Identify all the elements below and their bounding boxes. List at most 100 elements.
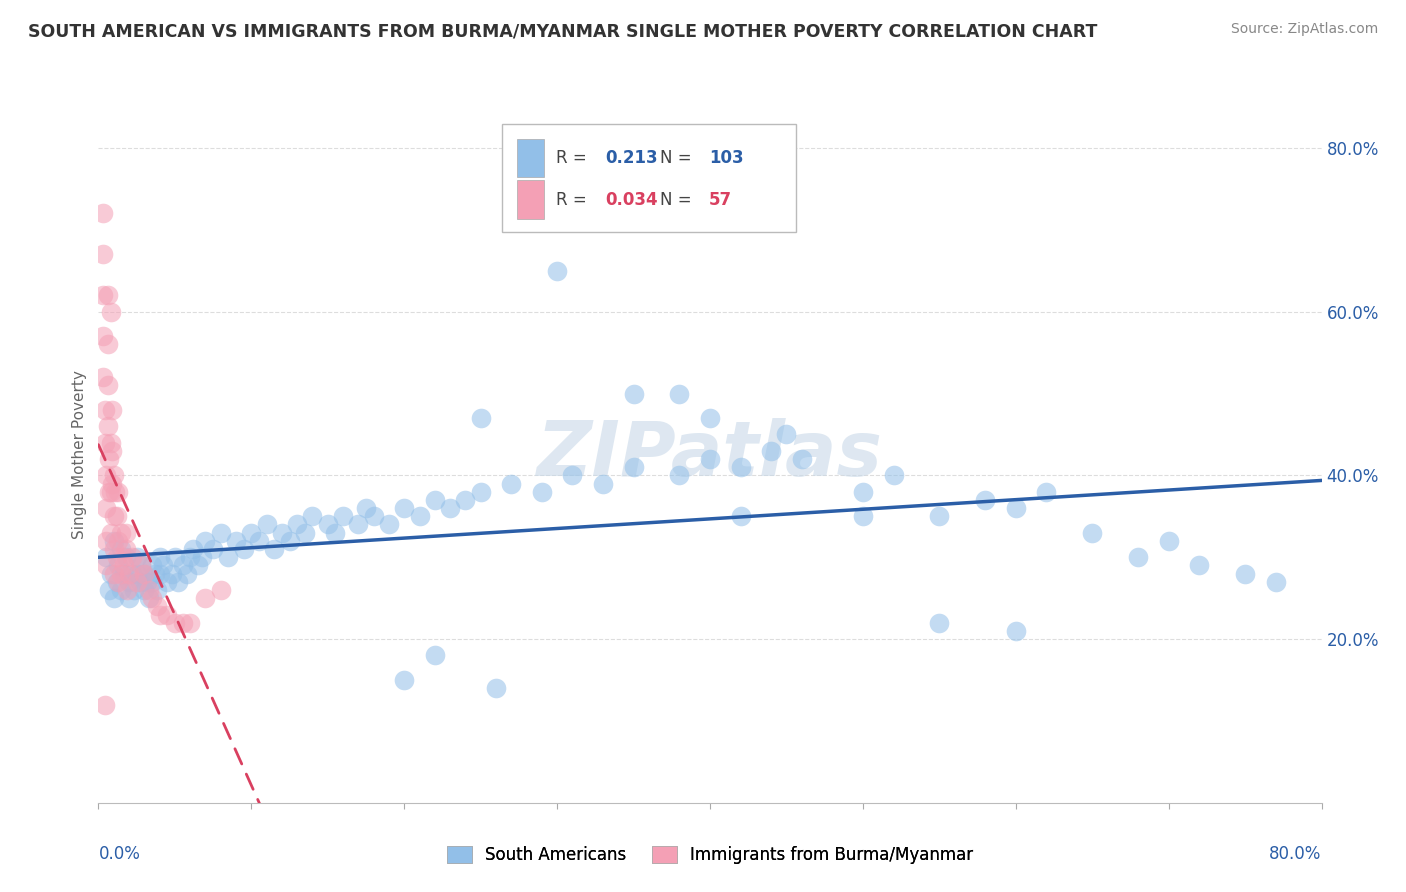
Point xyxy=(91,206,114,220)
Point xyxy=(101,443,124,458)
Text: 0.0%: 0.0% xyxy=(98,845,141,863)
Point xyxy=(392,673,416,687)
Point xyxy=(141,558,163,573)
Point xyxy=(1004,624,1026,638)
Point xyxy=(160,566,183,581)
Point xyxy=(152,558,174,573)
Point xyxy=(240,525,263,540)
Point xyxy=(145,582,167,597)
Point xyxy=(775,427,797,442)
Text: ZIPatlas: ZIPatlas xyxy=(537,418,883,491)
Point xyxy=(94,501,117,516)
Point xyxy=(325,525,347,540)
Point xyxy=(247,533,270,548)
Point xyxy=(94,468,117,483)
Point xyxy=(100,484,122,499)
Point xyxy=(1264,574,1286,589)
Point xyxy=(136,574,159,589)
Point xyxy=(194,591,217,606)
Point xyxy=(285,517,308,532)
Point xyxy=(439,501,461,516)
Point xyxy=(94,558,117,573)
Point xyxy=(263,542,285,557)
Point xyxy=(354,501,377,516)
Text: 57: 57 xyxy=(709,191,733,209)
Point xyxy=(1004,501,1026,516)
Point xyxy=(423,648,446,663)
Point xyxy=(316,517,339,532)
Point xyxy=(107,533,129,548)
Point xyxy=(209,525,232,540)
Point xyxy=(217,550,239,565)
Text: 0.034: 0.034 xyxy=(605,191,658,209)
Point xyxy=(128,574,150,589)
Point xyxy=(105,574,128,589)
Point xyxy=(97,378,120,392)
Point xyxy=(883,468,905,483)
Text: SOUTH AMERICAN VS IMMIGRANTS FROM BURMA/MYANMAR SINGLE MOTHER POVERTY CORRELATIO: SOUTH AMERICAN VS IMMIGRANTS FROM BURMA/… xyxy=(28,22,1098,40)
Point xyxy=(125,566,148,581)
Point xyxy=(103,566,125,581)
Point xyxy=(179,550,201,565)
Point xyxy=(112,558,135,573)
Point xyxy=(97,337,120,351)
Point xyxy=(256,517,278,532)
Point xyxy=(129,558,152,573)
Point xyxy=(107,558,129,573)
Point xyxy=(546,264,568,278)
FancyBboxPatch shape xyxy=(517,138,544,177)
Point xyxy=(118,574,141,589)
Point xyxy=(134,582,156,597)
Text: R =: R = xyxy=(555,149,592,167)
Point xyxy=(790,452,813,467)
Point xyxy=(129,558,152,573)
Point xyxy=(143,566,166,581)
Point xyxy=(93,435,115,450)
Point xyxy=(852,484,875,499)
Point xyxy=(100,566,122,581)
Point xyxy=(294,525,316,540)
Point xyxy=(100,435,122,450)
Point xyxy=(98,582,121,597)
Point xyxy=(1035,484,1057,499)
Point xyxy=(470,411,492,425)
Point xyxy=(172,615,194,630)
Point xyxy=(138,582,160,597)
Point xyxy=(149,607,172,622)
Point xyxy=(179,615,201,630)
Point xyxy=(181,542,204,557)
Point xyxy=(1128,550,1150,565)
Point xyxy=(125,550,148,565)
Point xyxy=(501,476,523,491)
Point xyxy=(110,582,132,597)
Point xyxy=(98,484,121,499)
Point xyxy=(91,329,114,343)
Point xyxy=(156,574,179,589)
Point xyxy=(156,607,179,622)
Point xyxy=(232,542,254,557)
Point xyxy=(91,370,114,384)
Point xyxy=(134,566,156,581)
FancyBboxPatch shape xyxy=(502,124,796,232)
Point xyxy=(423,492,446,507)
Point xyxy=(408,509,430,524)
Point xyxy=(118,566,141,581)
Text: 0.213: 0.213 xyxy=(605,149,658,167)
Point xyxy=(485,681,508,696)
Point xyxy=(91,247,114,261)
Point xyxy=(730,460,752,475)
FancyBboxPatch shape xyxy=(517,180,544,219)
Point xyxy=(117,582,139,597)
Point xyxy=(270,525,292,540)
Point xyxy=(149,566,172,581)
Point xyxy=(172,558,194,573)
Point xyxy=(121,550,143,565)
Point xyxy=(974,492,997,507)
Point xyxy=(209,582,232,597)
Point xyxy=(94,550,117,565)
Text: N =: N = xyxy=(659,191,697,209)
Point xyxy=(97,288,120,302)
Point xyxy=(100,525,122,540)
Point xyxy=(928,615,950,630)
Point xyxy=(191,550,214,565)
